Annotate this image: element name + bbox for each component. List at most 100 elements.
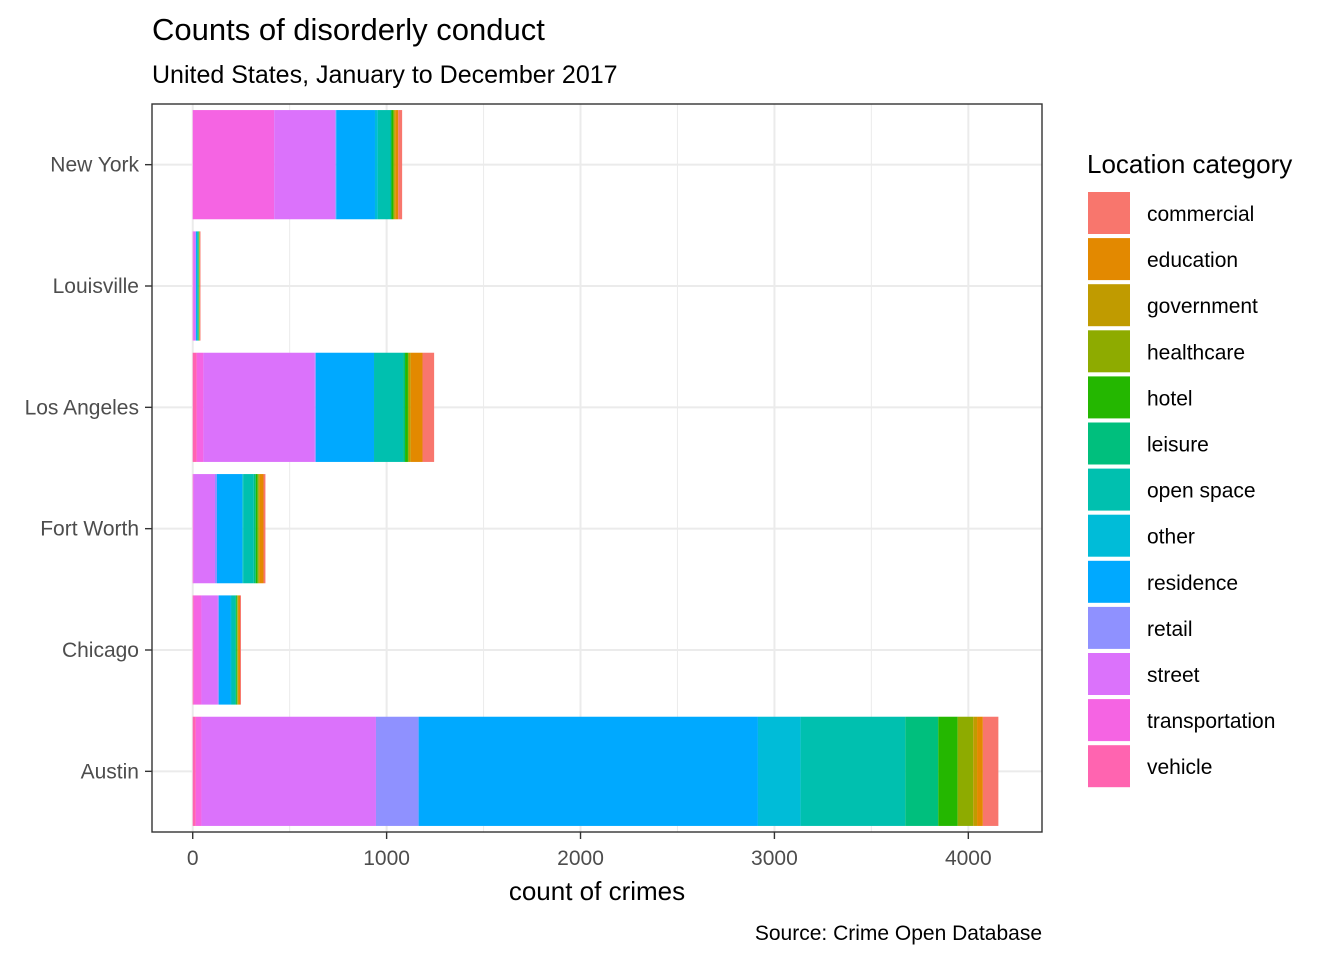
bar-segment <box>192 110 275 220</box>
legend-label: open space <box>1147 480 1256 503</box>
bar-segment <box>391 110 394 220</box>
legend-item: vehicle <box>1088 745 1212 788</box>
legend-label: commercial <box>1147 203 1254 226</box>
x-tick-label: 4000 <box>945 847 992 870</box>
legend-key <box>1088 560 1130 603</box>
bar-segment <box>973 716 978 826</box>
bar-segment <box>398 110 403 220</box>
y-tick-label: New York <box>50 154 139 177</box>
bar-segment <box>274 110 336 220</box>
legend-items: commercial education government healthcare h… <box>1088 192 1275 788</box>
bar-segment <box>377 110 391 220</box>
bar-segment <box>192 716 196 826</box>
bar-segment <box>393 110 395 220</box>
legend-label: hotel <box>1147 387 1193 410</box>
bar-segment <box>394 110 396 220</box>
bar-segment <box>263 474 266 584</box>
bar-segment <box>203 352 315 462</box>
y-tick-label: Fort Worth <box>40 518 139 541</box>
bar-segment <box>195 716 202 826</box>
bar-segment <box>255 474 258 584</box>
plot-border <box>151 103 1043 833</box>
bar-segment <box>336 110 375 220</box>
chart-title: Counts of disorderly conduct <box>152 12 545 47</box>
legend-key <box>1088 192 1130 234</box>
y-axis: New York Louisville Los Angeles Fort Worth C… <box>25 154 152 783</box>
bar-segment <box>217 595 219 705</box>
plot-area <box>151 103 1043 833</box>
bar-segment <box>240 595 241 705</box>
bar-segment <box>403 352 406 462</box>
y-tick-label: Chicago <box>62 639 139 662</box>
legend: Location category commercial education gov… <box>1087 149 1292 788</box>
bar-segment <box>405 352 408 462</box>
legend-key <box>1088 606 1130 649</box>
legend-key <box>1088 422 1130 465</box>
bar-segment <box>199 231 201 341</box>
bar-segment <box>216 474 243 584</box>
legend-label: transportation <box>1147 710 1275 733</box>
bar-segment <box>197 231 199 341</box>
legend-label: healthcare <box>1147 341 1245 364</box>
legend-key <box>1088 376 1130 419</box>
legend-key <box>1088 284 1130 327</box>
bar-segment <box>957 716 974 826</box>
bars <box>192 110 999 826</box>
bar-segment <box>218 595 231 705</box>
bar-segment <box>800 716 906 826</box>
y-tick-label: Los Angeles <box>25 396 139 419</box>
bar-segment <box>242 474 244 584</box>
bar-segment <box>408 352 411 462</box>
bar-segment <box>192 474 194 584</box>
legend-item: street <box>1088 653 1200 695</box>
bar-segment <box>235 595 237 705</box>
bar-segment <box>201 595 218 705</box>
bar-segment <box>977 716 983 826</box>
bar-segment <box>253 474 256 584</box>
x-axis: 0 1000 2000 3000 4000 <box>187 832 992 870</box>
bar-segment <box>418 716 758 826</box>
y-tick-label: Louisville <box>53 275 139 298</box>
bar-segment <box>315 352 375 462</box>
legend-item: hotel <box>1088 376 1193 419</box>
legend-label: residence <box>1147 572 1238 595</box>
x-tick-label: 2000 <box>557 847 604 870</box>
x-tick-label: 0 <box>187 847 199 870</box>
bar-segment <box>259 474 264 584</box>
bar-segment <box>192 231 194 341</box>
x-axis-title: count of crimes <box>509 876 685 906</box>
chart-caption: Source: Crime Open Database <box>755 922 1042 945</box>
legend-key <box>1088 330 1130 373</box>
legend-key <box>1088 238 1130 281</box>
bar-segment <box>407 352 409 462</box>
legend-label: leisure <box>1147 434 1209 457</box>
legend-key <box>1088 745 1130 788</box>
bar-segment <box>196 352 204 462</box>
legend-label: vehicle <box>1147 756 1212 779</box>
bar-segment <box>193 231 196 341</box>
bar-segment <box>215 474 217 584</box>
legend-item: commercial <box>1088 192 1254 234</box>
bar-segment <box>938 716 958 826</box>
x-tick-label: 3000 <box>751 847 798 870</box>
bar-segment <box>982 716 999 826</box>
x-tick-label: 1000 <box>363 847 410 870</box>
bar-segment <box>335 110 337 220</box>
legend-item: open space <box>1088 468 1256 511</box>
legend-label: other <box>1147 526 1195 549</box>
legend-key <box>1088 468 1130 511</box>
legend-label: education <box>1147 249 1238 272</box>
plot-panel <box>152 104 1042 832</box>
bar-segment <box>374 352 404 462</box>
legend-label: government <box>1147 295 1258 318</box>
legend-label: street <box>1147 664 1200 687</box>
bar-segment <box>905 716 939 826</box>
bar-segment <box>390 110 392 220</box>
bar-segment <box>236 595 238 705</box>
legend-key <box>1088 514 1130 557</box>
bar-segment <box>410 352 423 462</box>
legend-item: residence <box>1088 560 1238 603</box>
bar-segment <box>257 474 259 584</box>
bar-segment <box>238 595 241 705</box>
